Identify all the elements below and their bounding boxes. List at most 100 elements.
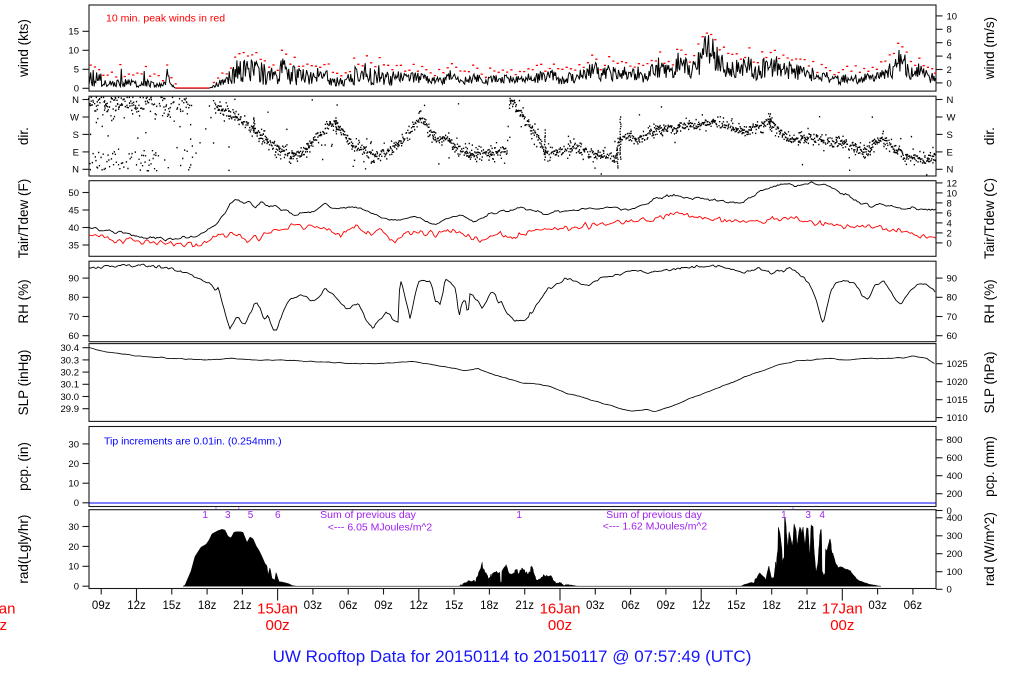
svg-text:Tair/Tdew (F): Tair/Tdew (F) [16, 179, 31, 259]
svg-text:14Jan: 14Jan [0, 601, 15, 618]
svg-text:dir.: dir. [16, 127, 31, 145]
svg-text:10 min. peak winds in red: 10 min. peak winds in red [106, 13, 225, 25]
svg-text:09z: 09z [657, 600, 676, 612]
svg-text:1020: 1020 [947, 377, 968, 388]
svg-text:16Jan: 16Jan [540, 601, 581, 618]
svg-text:09z: 09z [92, 600, 111, 612]
svg-text:06z: 06z [904, 600, 923, 612]
svg-text:100: 100 [947, 567, 963, 578]
svg-text:60: 60 [68, 331, 79, 342]
svg-text:06z: 06z [339, 600, 358, 612]
svg-text:0: 0 [74, 84, 79, 95]
svg-text:S: S [73, 130, 79, 141]
svg-text:400: 400 [947, 513, 963, 524]
svg-text:60: 60 [947, 331, 958, 342]
svg-text:45: 45 [68, 205, 79, 216]
svg-text:1: 1 [202, 510, 208, 521]
svg-text:30.1: 30.1 [61, 380, 80, 391]
svg-text:pcp. (in): pcp. (in) [16, 442, 31, 491]
svg-text:UW Rooftop Data for 20150114: UW Rooftop Data for 20150114 to 20150117… [273, 647, 752, 666]
svg-text:8: 8 [947, 198, 952, 209]
svg-text:3: 3 [805, 510, 811, 521]
svg-text:2: 2 [947, 65, 952, 76]
svg-text:15z: 15z [163, 600, 182, 612]
svg-text:6: 6 [947, 38, 952, 49]
svg-text:0: 0 [947, 506, 952, 517]
svg-text:6: 6 [275, 510, 281, 521]
svg-text:21z: 21z [233, 600, 252, 612]
svg-text:15z: 15z [445, 600, 464, 612]
svg-text:70: 70 [947, 312, 958, 323]
svg-text:21z: 21z [798, 600, 817, 612]
svg-text:18z: 18z [762, 600, 781, 612]
svg-text:15Jan: 15Jan [257, 601, 298, 618]
svg-text:Tair/Tdew (C): Tair/Tdew (C) [982, 178, 997, 259]
svg-text:800: 800 [947, 435, 963, 446]
svg-text:12z: 12z [692, 600, 711, 612]
svg-text:80: 80 [947, 293, 958, 304]
svg-text:18z: 18z [198, 600, 217, 612]
svg-text:09z: 09z [374, 600, 393, 612]
svg-text:10: 10 [947, 11, 958, 22]
svg-text:N: N [947, 95, 954, 106]
svg-text:12z: 12z [127, 600, 146, 612]
svg-text:200: 200 [947, 549, 963, 560]
svg-text:rad(Lgly/hr): rad(Lgly/hr) [16, 515, 31, 584]
svg-text:15z: 15z [727, 600, 746, 612]
svg-text:00z: 00z [266, 617, 290, 634]
svg-text:12: 12 [947, 178, 958, 189]
svg-text:06z: 06z [621, 600, 640, 612]
svg-text:N: N [72, 165, 79, 176]
svg-text:': ' [238, 506, 240, 516]
svg-text:8: 8 [947, 25, 952, 36]
svg-text:1: 1 [781, 510, 787, 521]
svg-text:dir.: dir. [982, 127, 997, 145]
svg-text:12z: 12z [410, 600, 429, 612]
svg-text:600: 600 [947, 453, 963, 464]
svg-text:300: 300 [947, 531, 963, 542]
svg-text:N: N [72, 95, 79, 106]
svg-text:30: 30 [68, 439, 79, 450]
svg-text:00z: 00z [548, 617, 572, 634]
svg-text:Tip increments are 0.01in. (0.: Tip increments are 0.01in. (0.254mm.) [104, 436, 282, 448]
svg-text:0: 0 [74, 582, 79, 593]
svg-text:N: N [947, 165, 954, 176]
svg-text:50: 50 [68, 188, 79, 199]
svg-text:E: E [947, 147, 953, 158]
svg-text:<--- 1.62 MJoules/m^2: <--- 1.62 MJoules/m^2 [603, 521, 708, 533]
svg-text:30.3: 30.3 [61, 355, 80, 366]
svg-text:<--- 6.05 MJoules/m^2: <--- 6.05 MJoules/m^2 [328, 522, 433, 534]
svg-text:1015: 1015 [947, 395, 968, 406]
svg-text:5: 5 [74, 65, 79, 76]
svg-text:10: 10 [68, 562, 79, 573]
svg-text:Sum of previous day: Sum of previous day [606, 509, 702, 521]
svg-text:30: 30 [68, 522, 79, 533]
svg-text:rad (W/m^2): rad (W/m^2) [982, 512, 997, 586]
svg-text:W: W [70, 112, 79, 123]
svg-text:21z: 21z [515, 600, 534, 612]
svg-text:wind (kts): wind (kts) [16, 19, 31, 78]
svg-text:70: 70 [68, 312, 79, 323]
svg-text:03z: 03z [586, 600, 605, 612]
svg-text:10: 10 [68, 479, 79, 490]
svg-text:0: 0 [74, 498, 79, 509]
svg-text:03z: 03z [304, 600, 323, 612]
svg-text:15: 15 [68, 27, 79, 38]
svg-text:1010: 1010 [947, 413, 968, 424]
svg-text:0: 0 [947, 238, 952, 249]
svg-text:E: E [73, 147, 79, 158]
svg-text:0: 0 [947, 78, 952, 89]
svg-text:30.0: 30.0 [61, 392, 80, 403]
svg-text:29.9: 29.9 [61, 404, 80, 415]
svg-text:30.4: 30.4 [61, 343, 80, 354]
svg-text:4: 4 [947, 218, 952, 229]
svg-text:2: 2 [947, 228, 952, 239]
svg-text:': ' [792, 506, 794, 516]
svg-text:4: 4 [819, 510, 825, 521]
svg-text:20: 20 [68, 459, 79, 470]
svg-text:90: 90 [68, 274, 79, 285]
svg-text:400: 400 [947, 471, 963, 482]
svg-text:RH (%): RH (%) [16, 279, 31, 323]
svg-text:6: 6 [947, 208, 952, 219]
svg-text:30.2: 30.2 [61, 368, 80, 379]
